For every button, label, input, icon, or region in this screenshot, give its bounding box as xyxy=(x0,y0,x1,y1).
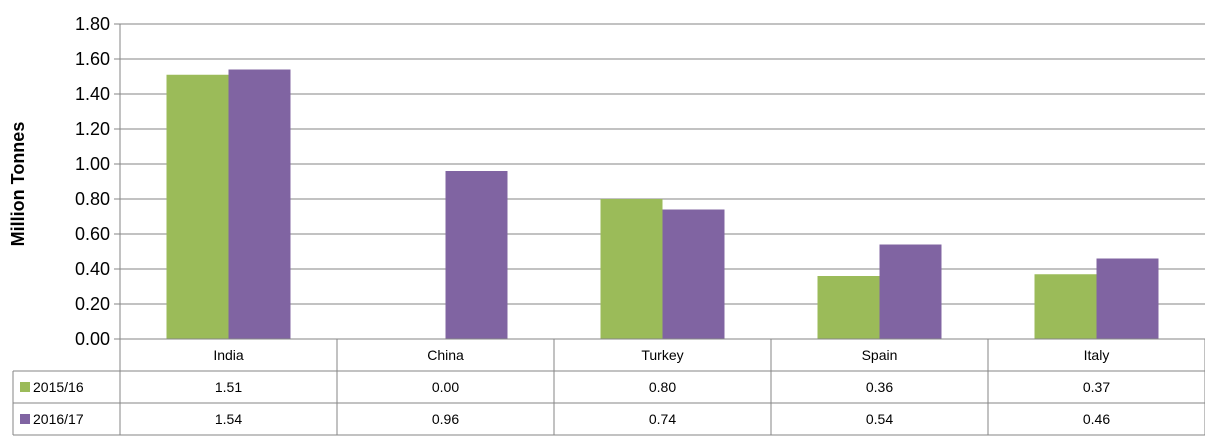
category-label: India xyxy=(213,347,244,363)
y-tick-label: 0.60 xyxy=(75,224,110,244)
bar-india-2 xyxy=(228,69,291,339)
category-label: Turkey xyxy=(641,347,683,363)
y-tick-label: 1.80 xyxy=(75,14,110,34)
bar-turkey-2 xyxy=(662,209,725,339)
y-tick-label: 0.40 xyxy=(75,259,110,279)
legend-label: 2015/16 xyxy=(33,379,84,395)
category-label: Spain xyxy=(862,347,898,363)
bars xyxy=(166,69,1159,339)
data-label: 1.51 xyxy=(215,379,242,395)
bar-italy-1 xyxy=(1034,274,1097,339)
data-label: 0.37 xyxy=(1083,379,1110,395)
y-tick-label: 1.40 xyxy=(75,84,110,104)
y-tick-label: 0.00 xyxy=(75,329,110,349)
data-label: 0.96 xyxy=(432,411,459,427)
category-label: Italy xyxy=(1084,347,1110,363)
y-tick-label: 0.80 xyxy=(75,189,110,209)
data-table: India China Turkey Spain Italy 2015/16 1.51 0.0… xyxy=(12,338,1205,436)
bar-china-2 xyxy=(445,171,508,339)
data-label: 0.80 xyxy=(649,379,676,395)
data-label: 0.46 xyxy=(1083,411,1110,427)
y-tick-label: 1.20 xyxy=(75,119,110,139)
data-label: 0.36 xyxy=(866,379,893,395)
bar-spain-1 xyxy=(817,276,880,339)
bar-spain-2 xyxy=(879,244,942,339)
y-tick-label: 0.20 xyxy=(75,294,110,314)
y-tick-label: 1.00 xyxy=(75,154,110,174)
legend-swatch xyxy=(20,382,30,392)
y-axis-label: Million Tonnes xyxy=(8,122,28,247)
y-axis-ticks: 0.00 0.20 0.40 0.60 0.80 1.00 1.20 1.40 1.60 1.80 xyxy=(75,14,120,349)
data-label: 0.54 xyxy=(866,411,893,427)
data-label: 0.74 xyxy=(649,411,676,427)
bar-india-1 xyxy=(166,74,229,339)
data-label: 0.00 xyxy=(432,379,459,395)
y-tick-label: 1.60 xyxy=(75,49,110,69)
legend-swatch xyxy=(20,414,30,424)
data-label: 1.54 xyxy=(215,411,242,427)
category-label: China xyxy=(427,347,464,363)
legend-label: 2016/17 xyxy=(33,411,84,427)
bar-turkey-1 xyxy=(600,199,663,339)
bar-italy-2 xyxy=(1096,258,1159,339)
